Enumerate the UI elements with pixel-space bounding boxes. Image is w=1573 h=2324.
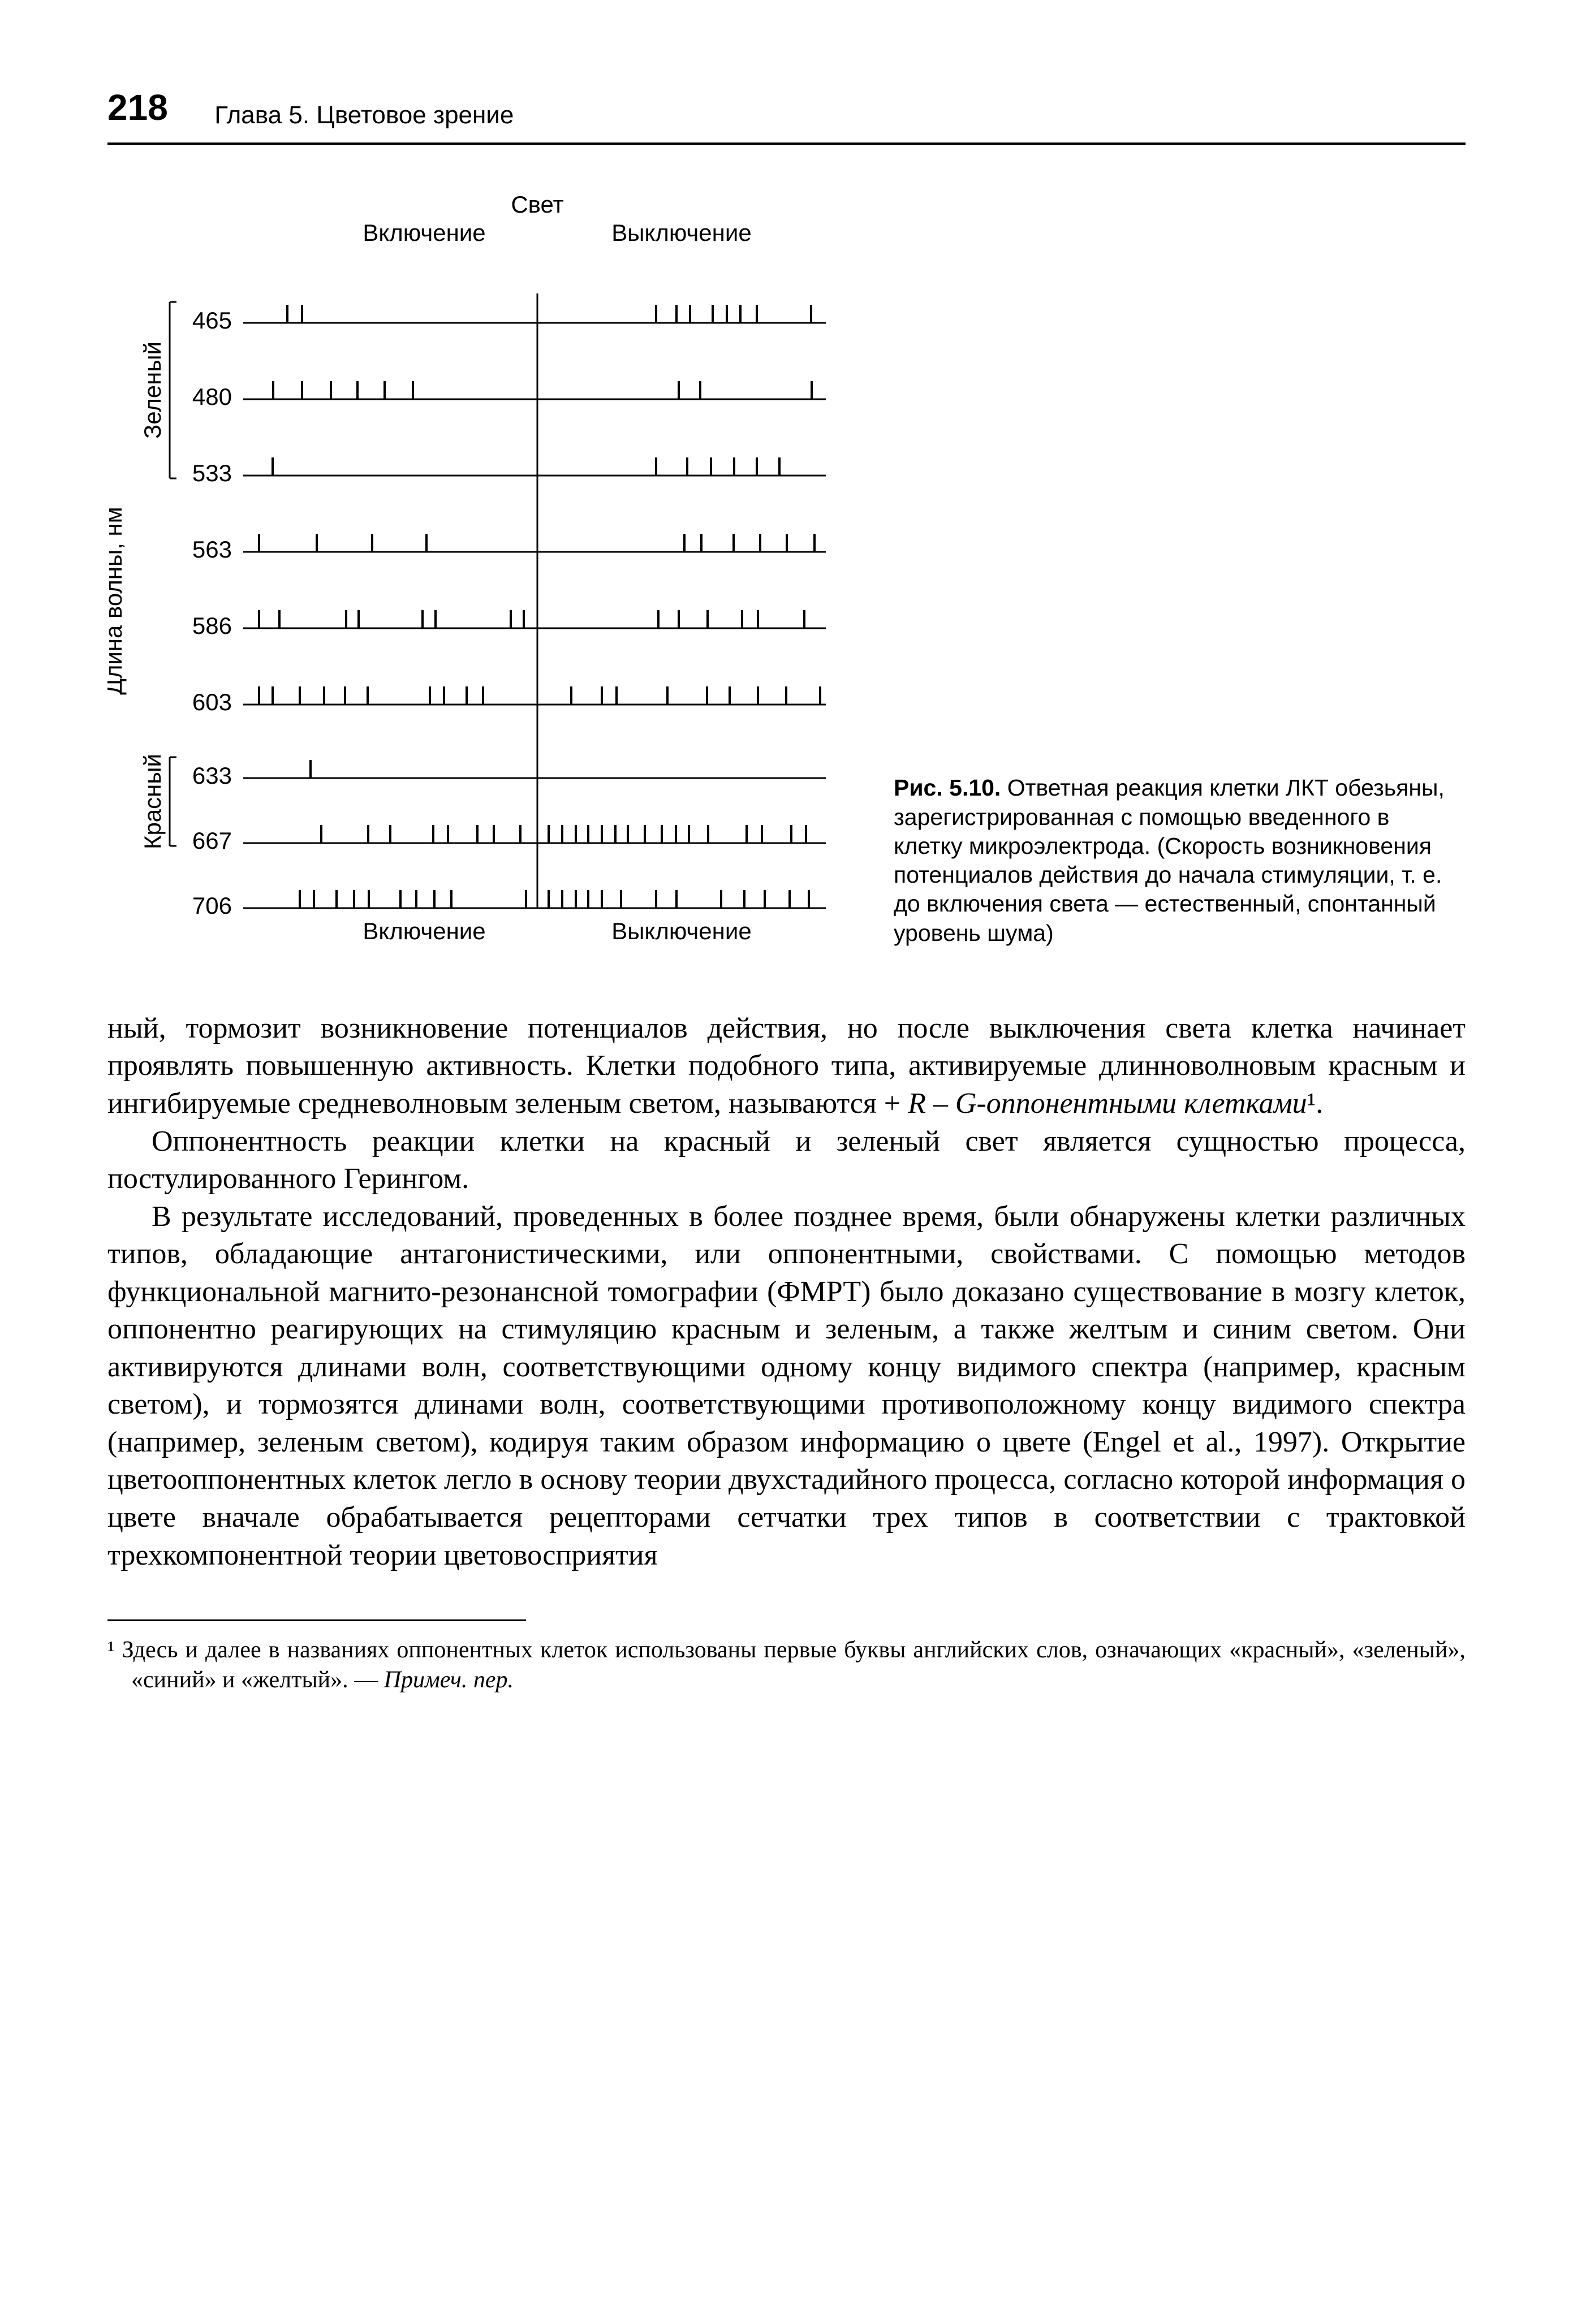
svg-text:667: 667 [192,827,232,854]
page-header: 218 Глава 5. Цветовое зрение [107,85,1466,145]
figure-row: Свет Включение Выключение 465 480 533 563 586 60… [107,173,1466,993]
raster-chart: Свет Включение Выключение 465 480 533 563 586 60… [107,173,871,993]
svg-text:Свет: Свет [511,191,563,218]
svg-text:Выключение: Выключение [611,918,751,944]
chapter-title: Глава 5. Цветовое зрение [214,100,514,131]
caption-bold: Рис. 5.10. [894,775,1001,801]
footnote-separator [107,1619,526,1621]
body-text: ный, тормозит возникновение потенциалов … [107,1010,1466,1574]
svg-text:633: 633 [192,762,232,789]
svg-text:533: 533 [192,460,232,486]
page: 218 Глава 5. Цветовое зрение Свет Включен… [0,0,1573,2324]
svg-text:Включение: Включение [363,918,485,944]
figure-canvas: Свет Включение Выключение 465 480 533 563 586 60… [107,173,871,993]
svg-text:480: 480 [192,383,232,410]
svg-text:Зеленый: Зеленый [139,342,166,439]
svg-text:706: 706 [192,892,232,919]
paragraph-3: В результате исследований, проведенных в… [107,1198,1466,1574]
svg-text:603: 603 [192,689,232,715]
svg-text:586: 586 [192,612,232,639]
footnote-marker: ¹ [107,1637,122,1663]
paragraph-1: ный, тормозит возникновение потенциалов … [107,1010,1466,1123]
footnote: ¹ Здесь и далее в названиях оппонентных … [107,1635,1466,1695]
svg-text:563: 563 [192,536,232,563]
svg-text:Длина волны, нм: Длина волны, нм [107,507,127,694]
footnote-italic: Примеч. пер. [384,1667,514,1693]
svg-text:Выключение: Выключение [611,219,751,246]
svg-text:Включение: Включение [363,219,485,246]
svg-text:Красный: Красный [139,754,166,849]
paragraph-2: Оппонентность реакции клетки на красный … [107,1123,1466,1198]
svg-text:465: 465 [192,307,232,334]
page-number: 218 [107,85,168,131]
footnote-text: Здесь и далее в названиях оппонентных кл… [122,1637,1466,1693]
p1-italic: R – G-оппонентными клетками [908,1087,1307,1120]
p1b: ¹. [1307,1087,1324,1120]
figure-caption: Рис. 5.10. Ответная реакция клетки ЛКТ о… [894,774,1459,948]
